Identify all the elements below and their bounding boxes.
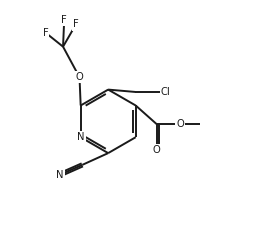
- Text: O: O: [177, 119, 184, 129]
- Text: N: N: [56, 170, 64, 180]
- Text: O: O: [153, 145, 161, 155]
- Text: F: F: [73, 19, 79, 29]
- Text: F: F: [61, 15, 67, 25]
- Text: O: O: [76, 72, 83, 82]
- Text: N: N: [77, 132, 84, 142]
- Text: Cl: Cl: [161, 87, 171, 97]
- Text: F: F: [42, 28, 48, 38]
